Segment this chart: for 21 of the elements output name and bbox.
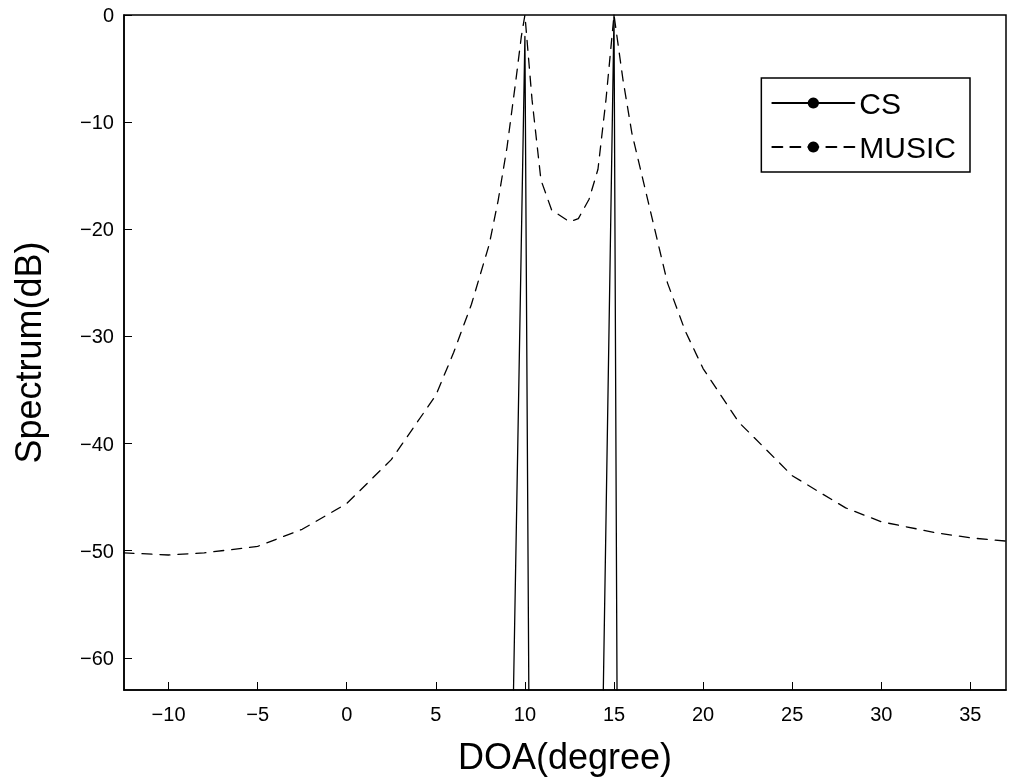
x-tick-label: 35 xyxy=(959,703,982,725)
x-tick-label: −5 xyxy=(246,703,270,725)
y-tick-label: −60 xyxy=(80,646,114,669)
x-tick-label: 10 xyxy=(513,703,537,725)
y-tick-label: 0 xyxy=(102,4,114,26)
x-tick-label: 25 xyxy=(781,703,804,725)
x-axis-title: DOA(degree) xyxy=(457,735,673,777)
x-tick-label: 30 xyxy=(870,703,893,725)
x-tick-label: 20 xyxy=(691,703,715,725)
x-tick-label: −10 xyxy=(151,703,186,725)
x-tick-label: 15 xyxy=(602,703,626,725)
x-tick-label: 0 xyxy=(341,703,353,725)
y-tick-label: −10 xyxy=(80,111,114,134)
y-tick-label: −50 xyxy=(80,539,114,562)
x-tick-label: 5 xyxy=(430,703,442,725)
y-tick-label: −30 xyxy=(80,325,114,348)
legend-label: MUSIC xyxy=(859,130,957,164)
legend-label: CS xyxy=(859,86,902,120)
y-tick-label: −40 xyxy=(80,432,114,455)
y-tick-label: −20 xyxy=(80,218,114,241)
y-axis-title: Spectrum(dB) xyxy=(7,241,49,464)
